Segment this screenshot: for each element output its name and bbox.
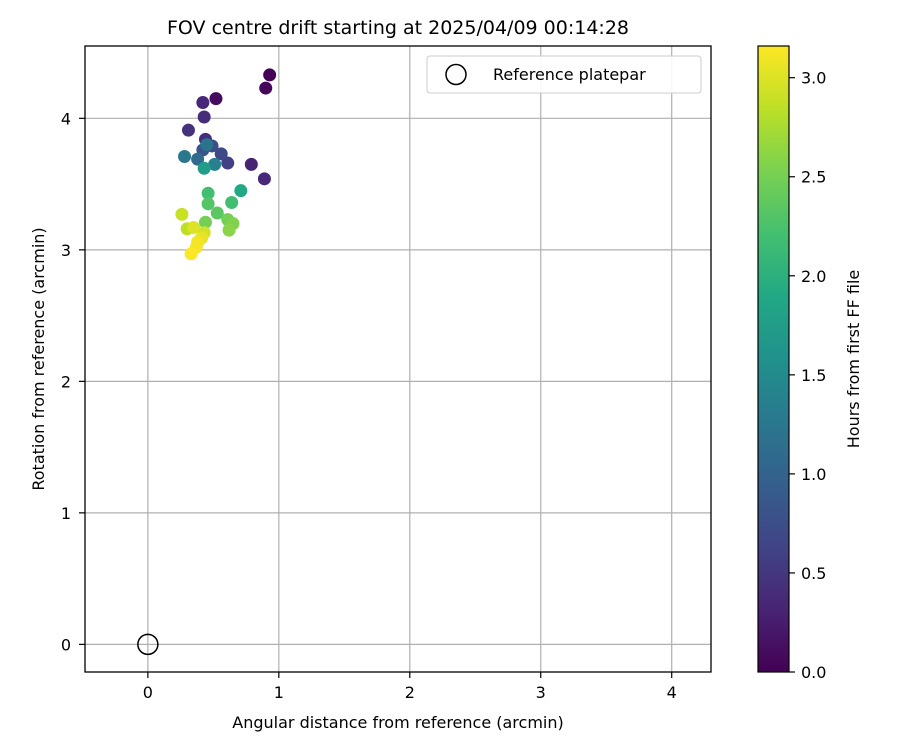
data-point [197, 161, 211, 175]
data-point [209, 92, 223, 106]
data-point [225, 196, 239, 209]
data-point [259, 81, 273, 95]
plot-frame [84, 45, 712, 673]
x-axis-label: Angular distance from reference (arcmin) [232, 713, 563, 732]
plot-area [85, 46, 711, 672]
colorbar-tick-label: 1.5 [801, 366, 826, 385]
data-point [201, 186, 215, 200]
data-point [222, 223, 236, 237]
data-point [244, 157, 258, 171]
colorbar-tick-label: 0.5 [801, 564, 826, 583]
legend-entry-reference-platepar: Reference platepar [493, 65, 646, 84]
data-point [175, 207, 189, 221]
colorbar [757, 45, 790, 673]
x-tick-label: 4 [667, 683, 677, 702]
x-tick-label: 2 [405, 683, 415, 702]
data-point [201, 197, 215, 211]
data-point [187, 220, 201, 234]
colorbar-tick-label: 3.0 [801, 69, 826, 88]
y-tick-label: 2 [61, 372, 71, 391]
x-tick-label: 3 [536, 683, 546, 702]
data-point [197, 110, 211, 124]
colorbar-tick-label: 1.0 [801, 465, 826, 484]
colorbar-tick-label: 2.5 [801, 168, 826, 187]
y-tick-label: 4 [61, 109, 71, 128]
legend: Reference platepar [426, 55, 702, 94]
data-point [200, 138, 214, 152]
data-point [214, 147, 228, 161]
grid-lines [85, 46, 711, 672]
x-axis-ticks: 0 1 2 3 4 [143, 672, 677, 702]
y-tick-label: 0 [61, 635, 71, 654]
colorbar-label: Hours from first FF file [844, 270, 863, 449]
data-point [221, 156, 235, 170]
data-point [178, 149, 192, 163]
data-point [208, 157, 222, 171]
y-axis-ticks: 0 1 2 3 4 [61, 109, 85, 654]
colorbar-ticks: 0.0 0.5 1.0 1.5 2.0 2.5 3.0 [789, 69, 826, 682]
scatter-points [175, 68, 277, 261]
x-tick-label: 0 [143, 683, 153, 702]
y-tick-label: 1 [61, 504, 71, 523]
data-point [263, 68, 277, 82]
reference-platepar-marker [137, 633, 159, 656]
colorbar-tick-label: 0.0 [801, 663, 826, 682]
data-point [234, 184, 248, 198]
x-tick-label: 1 [274, 683, 284, 702]
data-point [210, 206, 224, 220]
data-point [196, 96, 210, 110]
chart-title: FOV centre drift starting at 2025/04/09 … [167, 17, 629, 39]
legend-box [426, 55, 702, 94]
reference-marker-group [137, 633, 159, 656]
legend-marker [445, 63, 467, 86]
colorbar-tick-label: 2.0 [801, 267, 826, 286]
data-point [181, 123, 195, 137]
data-point [184, 247, 198, 261]
data-point [257, 172, 271, 186]
y-tick-label: 3 [61, 241, 71, 260]
data-point [198, 215, 212, 229]
data-point [191, 152, 205, 166]
y-axis-label: Rotation from reference (arcmin) [29, 227, 48, 490]
